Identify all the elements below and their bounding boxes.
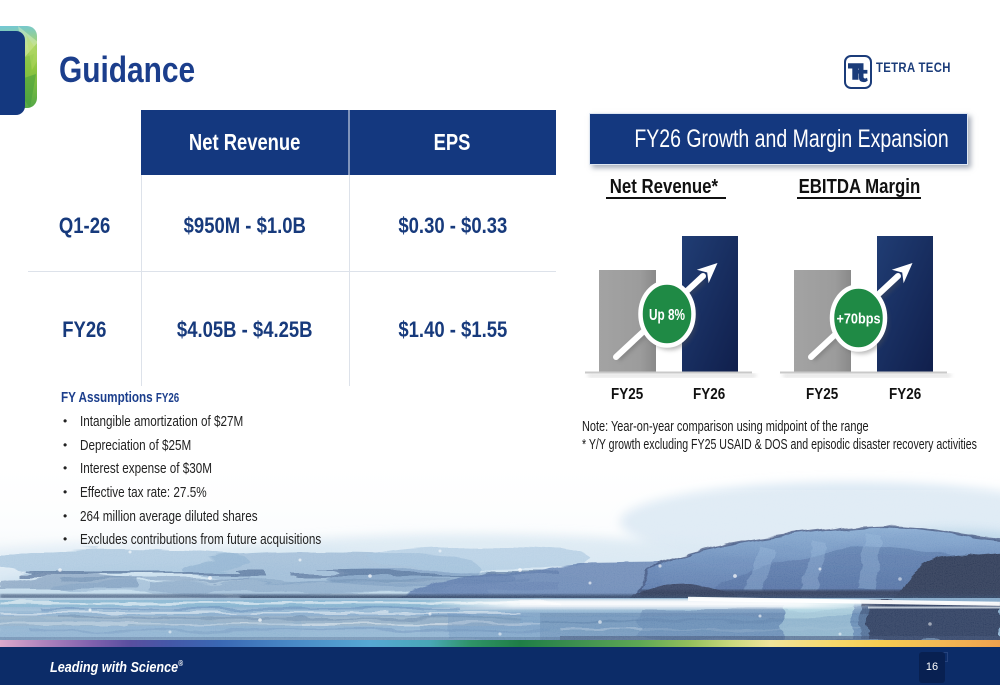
svg-text:+70bps: +70bps xyxy=(837,311,881,328)
svg-text:Up 8%: Up 8% xyxy=(649,307,685,324)
